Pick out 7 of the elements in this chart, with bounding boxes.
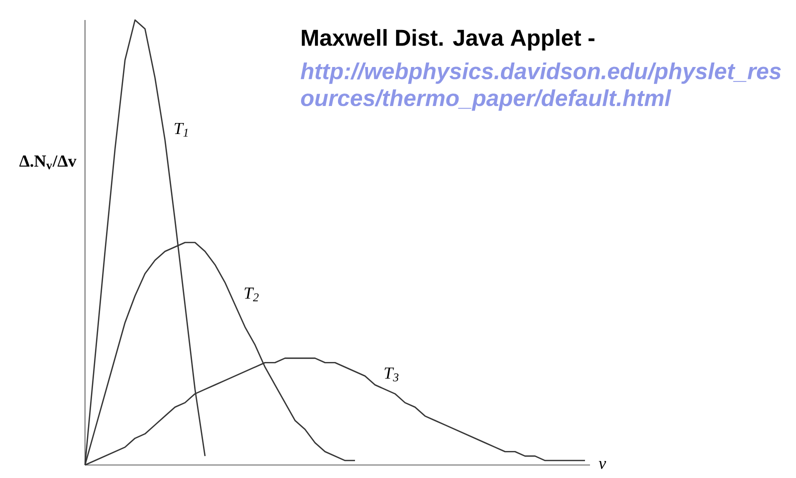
chart-title: Maxwell Dist. Java Applet - <box>302 29 594 50</box>
series-label: T$_{3}$ <box>384 368 398 382</box>
annotation: http://webphysics.davidson.edu/physlet_resources/thermo_paper/default.html <box>300 62 781 111</box>
series-label: T$_{1}$ <box>174 122 188 137</box>
series-label: T$_{2}$ <box>244 288 259 302</box>
y-axis-title: Δ.N$_{v}$/Δv <box>19 155 76 170</box>
x-axis-title: v <box>598 461 606 469</box>
